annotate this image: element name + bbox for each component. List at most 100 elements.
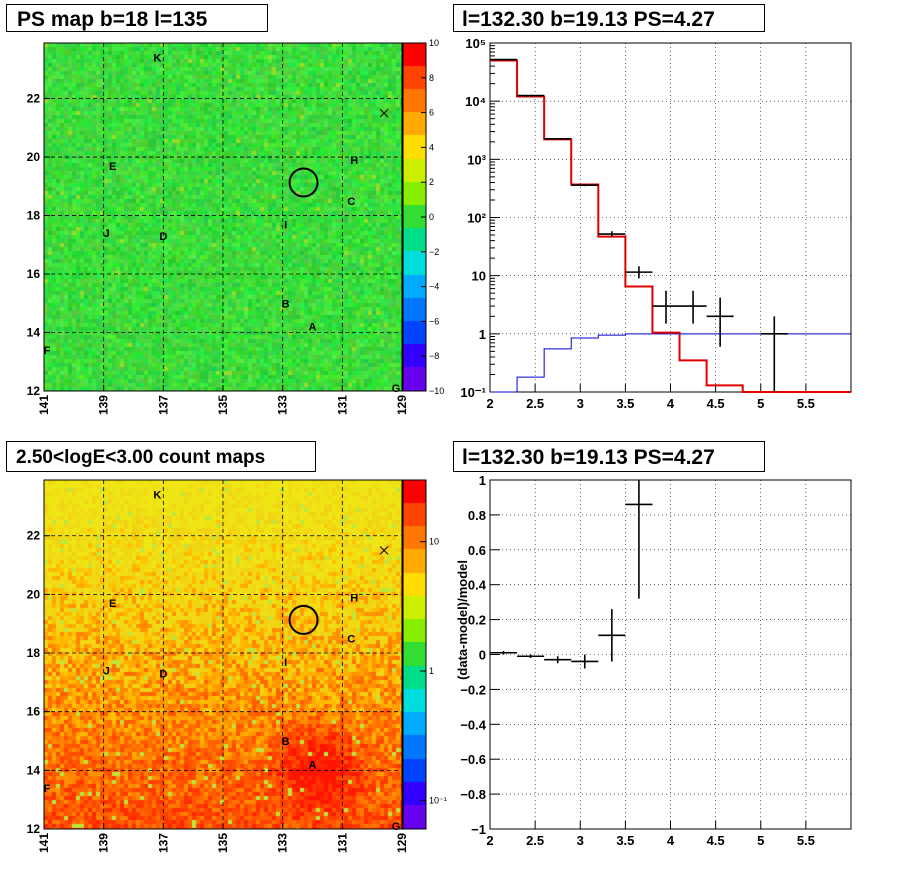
residual-x-tick-label: 5.5 [797,833,815,848]
source-label: F [44,783,51,795]
spectrum-x-tick-label: 4.5 [707,396,725,411]
colorbar-tick-label: −6 [429,316,439,326]
residual-y-tick-label: 0.6 [468,543,486,558]
colorbar-frame [402,479,427,830]
title-spectrum: l=132.30 b=19.13 PS=4.27 [453,4,765,32]
map-y-tick-label: 18 [27,209,41,223]
map-y-tick-label: 14 [27,763,41,777]
source-label: C [347,196,355,208]
source-label: E [109,598,116,610]
source-label: J [104,666,110,678]
source-label: H [350,592,358,604]
residual-x-tick-label: 2 [486,833,493,848]
map-y-tick-label: 12 [27,822,41,836]
residual-x-tick-label: 3.5 [616,833,634,848]
colorbar-tick-label: 10 [429,537,439,547]
map-y-tick-label: 20 [27,587,41,601]
count-map-colorbar [403,480,426,829]
map-x-tick-label: 135 [216,833,230,853]
map-y-tick-label: 12 [27,384,41,398]
spectrum-y-tick-label: 10 [472,269,486,284]
spectrum-x-tick-label: 2 [486,396,493,411]
total-model-line [490,59,851,393]
residual-y-tick-label: −1 [471,822,486,837]
spectrum-y-tick-label: 10⁻¹ [460,385,486,400]
residual-y-tick-label: −0.6 [460,752,486,767]
spectrum-x-tick-label: 5.5 [797,396,815,411]
map-y-tick-label: 22 [27,92,41,106]
map-y-tick-label: 20 [27,150,41,164]
source-label: F [44,345,51,357]
spectrum-y-tick-label: 10⁵ [465,36,486,51]
source-label: I [284,657,287,669]
residual-y-tick-label: 0.2 [468,613,486,628]
source-label: B [282,736,290,748]
spectrum-y-tick-label: 1 [479,327,486,342]
residual-y-tick-label: −0.2 [460,682,486,697]
source-label: E [109,161,116,173]
colorbar-tick-label: −2 [429,247,439,257]
map-y-tick-label: 22 [27,529,41,543]
source-label: K [153,53,161,65]
source-label: C [347,633,355,645]
residual-y-tick-label: 0.8 [468,508,486,523]
residual-y-tick-label: −0.8 [460,787,486,802]
source-label: B [282,298,290,310]
colorbar-tick-label: 4 [429,142,434,152]
spectrum-y-tick-label: 10³ [467,152,486,167]
map-y-tick-label: 16 [27,267,41,281]
map-x-tick-label: 141 [37,833,51,853]
source-label: A [309,759,317,771]
map-x-tick-label: 129 [395,833,409,853]
residual-y-tick-label: 1 [479,473,486,488]
colorbar-tick-label: 2 [429,177,434,187]
cross-marker [379,546,389,555]
colorbar-tick-label: −8 [429,351,439,361]
background-model-line [490,333,851,393]
colorbar-tick-label: −10 [429,386,444,396]
source-circle [288,167,319,198]
spectrum-y-tick-label: 10⁴ [465,94,486,109]
map-x-tick-label: 135 [216,395,230,415]
colorbar-tick-label: 6 [429,108,434,118]
map-x-tick-label: 141 [37,395,51,415]
residual-y-axis-title: (data-model)/model [455,560,470,680]
colorbar-tick-label: −4 [429,282,439,292]
title-count-map: 2.50<logE<3.00 count maps [6,441,316,472]
colorbar-tick-label: 10⁻¹ [429,795,447,805]
colorbar-tick-label: 1 [429,666,434,676]
colorbar-tick-label: 0 [429,212,434,222]
residual-x-tick-label: 3 [577,833,584,848]
source-label: I [284,219,287,231]
map-x-tick-label: 137 [156,833,170,853]
spectrum-x-tick-label: 2.5 [526,396,544,411]
source-label: J [104,228,110,240]
residual-y-tick-label: −0.4 [460,717,486,732]
spectrum-x-tick-label: 5 [757,396,764,411]
spectrum-x-tick-label: 3.5 [616,396,634,411]
residual-x-tick-label: 4 [667,833,675,848]
cross-marker [379,108,389,118]
map-x-tick-label: 131 [335,395,349,415]
source-label: D [159,669,167,681]
residual-y-tick-label: 0.4 [468,578,487,593]
map-x-tick-label: 139 [97,833,111,853]
source-label: G [392,383,401,395]
ps-map-colorbar [403,43,426,391]
map-y-tick-label: 16 [27,705,41,719]
title-ps-map: PS map b=18 l=135 [6,4,268,32]
map-x-tick-label: 133 [276,833,290,853]
map-x-tick-label: 131 [335,833,349,853]
source-label: K [153,490,161,502]
source-circle [288,604,319,635]
residual-x-tick-label: 4.5 [707,833,725,848]
spectrum-x-tick-label: 3 [577,396,584,411]
residual-x-tick-label: 5 [757,833,764,848]
spectrum-y-tick-label: 10² [467,211,486,226]
residual-x-tick-label: 2.5 [526,833,544,848]
colorbar-tick-label: 10 [429,38,439,48]
spectrum-x-tick-label: 4 [667,396,675,411]
map-x-tick-label: 133 [276,395,290,415]
